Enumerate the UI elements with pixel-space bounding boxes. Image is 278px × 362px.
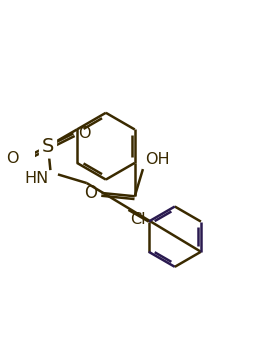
Text: HN: HN [24,171,48,186]
Text: O: O [6,151,18,167]
Text: Cl: Cl [131,212,146,227]
Text: OH: OH [145,152,170,167]
Text: O: O [78,126,90,141]
Text: O: O [84,184,97,202]
Text: S: S [42,137,54,156]
